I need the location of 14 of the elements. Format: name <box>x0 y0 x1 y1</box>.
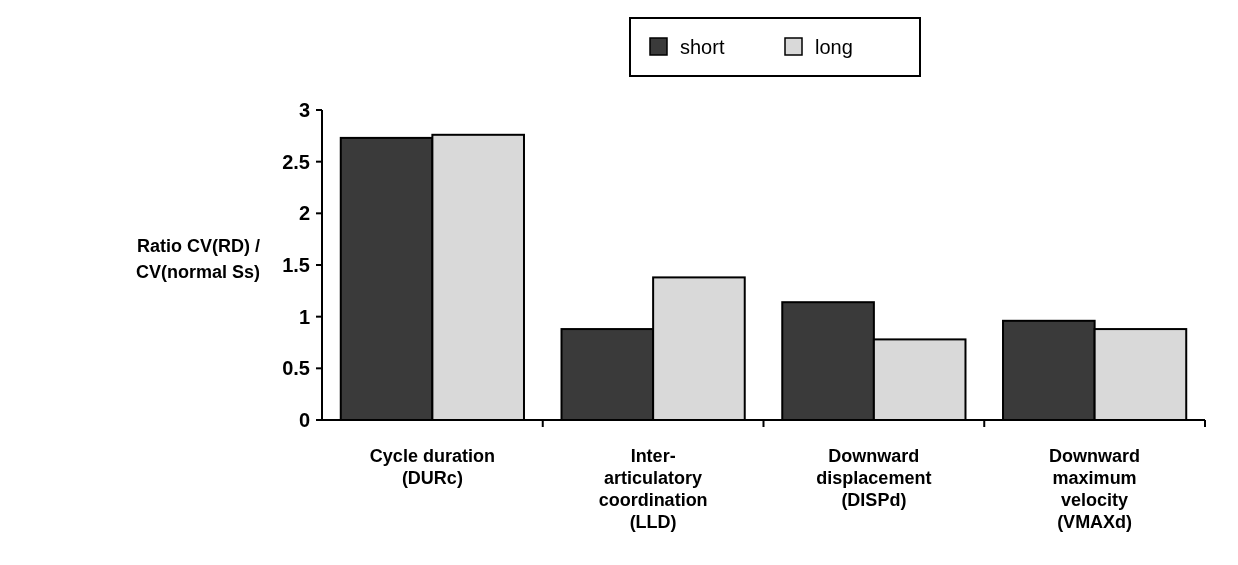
x-tick-label: Cycle duration (DURc) <box>369 446 495 488</box>
legend-label: short <box>680 36 725 58</box>
y-axis-title: Ratio CV(RD) / CV(normal Ss) <box>135 236 260 282</box>
y-tick-label: 2.5 <box>282 150 310 173</box>
legend-label: long <box>815 36 853 58</box>
y-tick-label: 3 <box>298 99 310 121</box>
y-tick-label: 1 <box>298 305 310 328</box>
y-tick-label: 0 <box>298 409 310 431</box>
y-tick-label: 0.5 <box>282 357 310 380</box>
y-tick-label: 1.5 <box>282 254 310 276</box>
x-tick-label: Inter- articulatory coordination (LLD) <box>598 446 708 532</box>
x-tick-label: Downward maximum velocity (VMAXd) <box>1049 446 1141 532</box>
y-tick-label: 2 <box>298 202 310 225</box>
x-tick-label: Downward displacement (DISPd) <box>816 446 932 510</box>
